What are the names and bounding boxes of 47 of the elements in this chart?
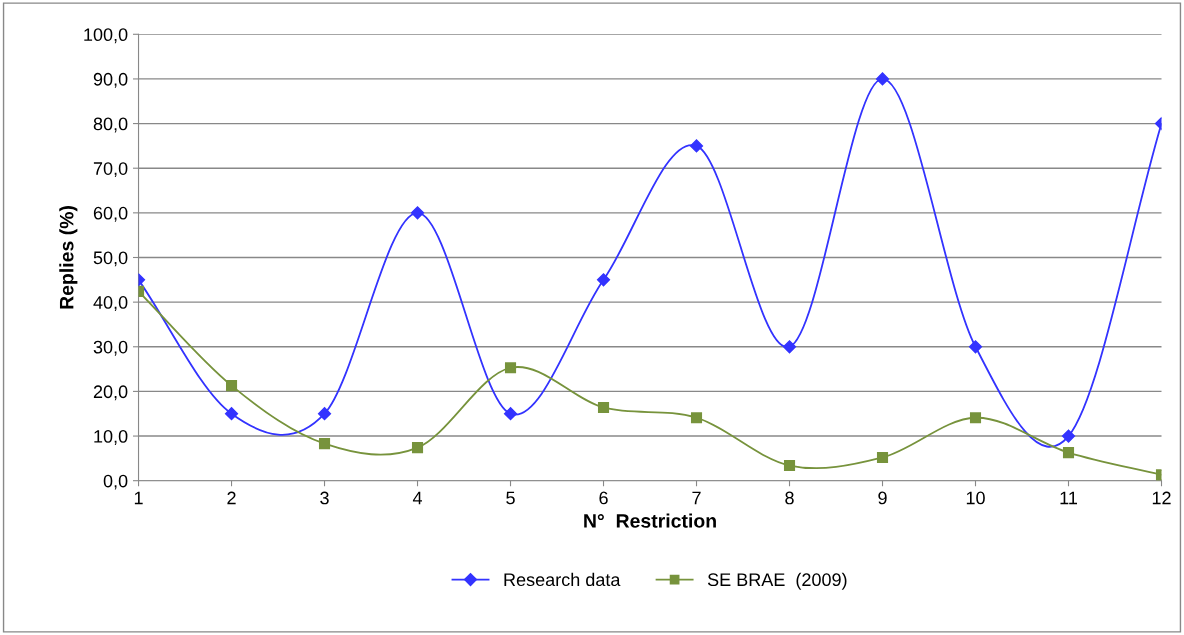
point bbox=[503, 407, 518, 421]
y-axis-title: Replies (%) bbox=[59, 206, 78, 309]
y-tick-label: 20,0 bbox=[93, 385, 128, 401]
legend-label: SE BRAE (2009) bbox=[707, 572, 847, 590]
point bbox=[410, 206, 425, 220]
point bbox=[689, 139, 704, 153]
point bbox=[596, 273, 611, 287]
x-tick-label: 8 bbox=[785, 491, 794, 505]
y-tick-label: 30,0 bbox=[93, 340, 128, 356]
y-tick-label: 0,0 bbox=[103, 474, 128, 490]
point bbox=[875, 72, 890, 86]
x-tick-label: 12 bbox=[1152, 491, 1171, 505]
x-tick-label: 5 bbox=[506, 491, 515, 505]
point bbox=[225, 380, 238, 392]
point bbox=[224, 407, 239, 421]
x-tick-label: 6 bbox=[599, 491, 608, 505]
x-axis-title: N° Restriction bbox=[584, 513, 716, 528]
x-tick-label: 10 bbox=[966, 491, 985, 505]
x-tick-label: 2 bbox=[227, 491, 236, 505]
y-tick-label: 90,0 bbox=[93, 72, 128, 88]
point bbox=[411, 442, 424, 454]
y-tick-label: 40,0 bbox=[93, 296, 128, 311]
x-tick-label: 4 bbox=[412, 491, 423, 505]
y-tick-label: 70,0 bbox=[93, 162, 128, 178]
point bbox=[690, 412, 703, 424]
y-tick-label: 10,0 bbox=[94, 429, 128, 445]
x-tick-label: 3 bbox=[320, 491, 329, 505]
point bbox=[783, 459, 796, 472]
point bbox=[318, 438, 331, 450]
point bbox=[876, 451, 889, 464]
y-tick-label: 60,0 bbox=[93, 206, 128, 222]
point bbox=[504, 362, 517, 374]
y-tick-label: 80,0 bbox=[93, 117, 128, 133]
point bbox=[968, 340, 983, 354]
legend-label: Research data bbox=[504, 572, 621, 587]
x-tick-label: 7 bbox=[692, 491, 701, 505]
x-tick-label: 11 bbox=[1060, 491, 1077, 505]
point bbox=[969, 412, 982, 424]
y-tick-label: 50,0 bbox=[93, 251, 128, 267]
point bbox=[782, 340, 797, 354]
point bbox=[317, 407, 332, 421]
point bbox=[1062, 447, 1075, 459]
point bbox=[1061, 429, 1076, 443]
x-tick-label: 1 bbox=[134, 491, 143, 505]
y-tick-label: 100,0 bbox=[84, 28, 128, 44]
x-tick-label: 9 bbox=[878, 491, 887, 505]
point bbox=[597, 401, 610, 414]
